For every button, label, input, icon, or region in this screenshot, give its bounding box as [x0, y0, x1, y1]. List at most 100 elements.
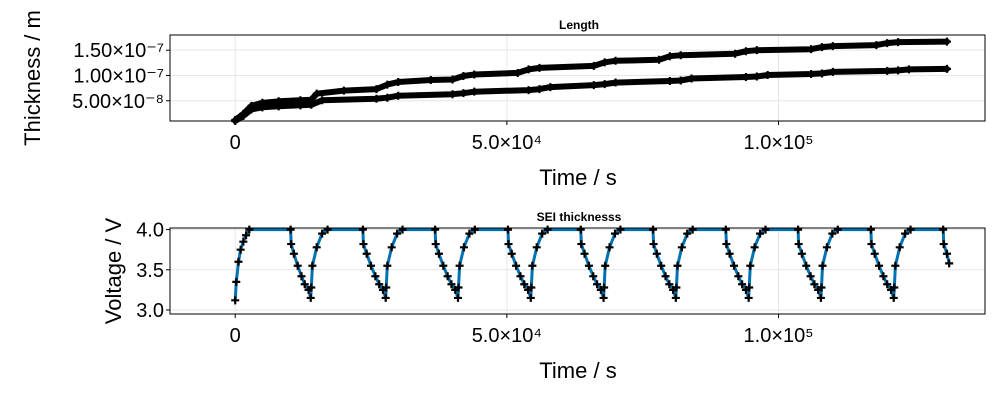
length-panel-x-axis-label: Time / s	[539, 165, 616, 190]
length-panel-series-0-point	[600, 58, 609, 67]
sei-thickness-panel-series-0-point	[532, 243, 541, 252]
sei-thickness-panel-series-0-point	[942, 249, 951, 258]
length-panel-series-1-point	[459, 89, 468, 98]
sei-thickness-panel-series-0-point	[516, 272, 525, 281]
sei-thickness-panel-series-0-point	[906, 225, 915, 234]
sei-thickness-panel-series-0-point	[526, 293, 535, 302]
sei-thickness-panel-series-0-point	[756, 229, 765, 238]
sei-thickness-panel-series-0-point	[307, 283, 316, 292]
length-panel-series-0-point	[731, 49, 740, 58]
sei-thickness-panel-series-0-point	[318, 229, 327, 238]
sei-thickness-panel-series-0-point	[543, 225, 552, 234]
sei-thickness-panel-series-0-point	[465, 229, 474, 238]
sei-thickness-panel-series-0-point	[306, 293, 315, 302]
length-panel-series-0-point	[535, 63, 544, 72]
sei-thickness-panel-series-0-point	[833, 225, 842, 234]
sei-thickness-panel-series-0-point	[875, 261, 884, 270]
sei-thickness-panel-series-0-point	[393, 229, 402, 238]
length-panel-series-0-point	[448, 75, 457, 84]
length-panel-series-1-point	[383, 93, 392, 102]
length-panel-series-1-point	[741, 72, 750, 81]
length-panel-series-0-point	[524, 65, 533, 74]
sei-thickness-panel-series-0-point	[504, 240, 513, 249]
length-panel-series-1-point	[611, 78, 620, 87]
sei-thickness-panel-series-0-point	[725, 249, 734, 258]
sei-thickness-panel-y-axis-label: Voltage / V	[101, 217, 126, 324]
length-panel-series-1-point	[687, 74, 696, 83]
sei-thickness-panel-x-axis-label: Time / s	[539, 358, 616, 383]
sei-thickness-panel-series-0-point	[738, 280, 747, 289]
sei-thickness-panel-series-0-point	[688, 225, 697, 234]
sei-thickness-panel-series-0-point	[671, 293, 680, 302]
length-panel-series-1-point	[665, 77, 674, 86]
sei-thickness-panel-series	[231, 225, 954, 305]
sei-thickness-panel-series-0-point	[866, 225, 875, 234]
sei-thickness-panel-series-0-point	[512, 261, 521, 270]
sei-thickness-panel-series-0-point	[816, 293, 825, 302]
length-panel-series-0-point	[676, 51, 685, 60]
sei-thickness-panel-series-0-point	[367, 261, 376, 270]
length-panel-series-0-point	[741, 47, 750, 56]
sei-thickness-panel-series-0-point	[580, 249, 589, 258]
length-panel-series-0-point	[894, 38, 903, 47]
length-panel-series-1-point	[807, 69, 816, 78]
sei-thickness-panel-series-0-point	[507, 249, 516, 258]
sei-thickness-panel-series-0-point	[600, 283, 609, 292]
length-panel-series-1-point	[763, 70, 772, 79]
sei-thickness-panel-y-tick-label: 3.5	[136, 260, 164, 282]
sei-thickness-panel-series-0-point	[359, 240, 368, 249]
length-panel-y-tick-label: 1.00×10⁻⁷	[73, 65, 164, 87]
length-panel-series-0-point	[655, 55, 663, 64]
sei-thickness-panel-series-0-point	[245, 225, 254, 234]
sei-thickness-panel-series-0-point	[300, 280, 309, 289]
length-panel-series-1-point	[942, 64, 951, 73]
sei-thickness-panel-series-0-point	[584, 261, 593, 270]
length-panel-series-1-point	[247, 105, 256, 114]
sei-thickness-panel-series-0-point	[797, 249, 806, 258]
length-panel-y-axis-label: Thickness / m	[20, 10, 45, 146]
length-panel-series-1-point	[318, 96, 327, 105]
sei-thickness-panel-series-0-point	[293, 261, 302, 270]
sei-thickness-panel-series-0-point	[661, 272, 670, 281]
sei-thickness-panel-series-0-point	[883, 280, 892, 289]
sei-thickness-panel-series-0-point	[649, 225, 658, 234]
sei-thickness-panel-series-0-point	[722, 240, 731, 249]
sei-thickness-panel-series-0-point	[528, 261, 537, 270]
sei-thickness-panel-x-tick-label: 1.0×10⁵	[744, 325, 814, 347]
length-panel-series-1-point	[546, 83, 555, 92]
length-panel-series-1-point	[296, 101, 305, 110]
sei-thickness-panel-series-0-point	[721, 225, 730, 234]
sei-thickness-panel-series-0-point	[746, 261, 755, 270]
sei-thickness-panel-series-0-point	[289, 249, 298, 258]
sei-thickness-panel-series-0-point	[870, 249, 879, 258]
length-panel-y-tick-label: 1.50×10⁻⁷	[73, 40, 164, 62]
sei-thickness-panel-x-tick-label: 0	[230, 325, 241, 347]
sei-thickness-panel-y-tick-label: 4.0	[136, 220, 164, 242]
sei-thickness-panel-series-0-point	[232, 277, 241, 286]
sei-thickness-panel-series-0-point	[239, 237, 248, 246]
sei-thickness-panel-series-0-point	[810, 280, 819, 289]
sei-thickness-panel-series-0-point	[312, 243, 321, 252]
sei-thickness-panel-series-0-point	[459, 243, 468, 252]
sei-thickness-panel-series-0-point	[818, 261, 827, 270]
length-panel-series-0-point	[312, 89, 321, 98]
sei-thickness-panel-series-0-point	[879, 272, 888, 281]
length-panel-series-1-point	[372, 94, 381, 103]
sei-thickness-panel-series-0-point	[901, 229, 910, 238]
length-panel-series-1-point	[239, 111, 248, 120]
sei-thickness-panel-series-0-point	[891, 261, 900, 270]
sei-thickness-panel-series-0-point	[867, 240, 876, 249]
sei-thickness-panel-series-0-point	[665, 280, 674, 289]
length-panel-series-1-point	[676, 76, 685, 85]
sei-thickness-panel-series-0-point	[323, 225, 332, 234]
length-panel-series-0-point	[470, 70, 479, 79]
sei-thickness-panel-series-0-point	[398, 225, 407, 234]
length-panel-x-tick-label: 5.0×10⁴	[472, 132, 542, 154]
length-panel-series-1-point	[394, 91, 403, 100]
length-panel-y-ticks: 5.00×10⁻⁸ 1.00×10⁻⁷ 1.50×10⁻⁷	[72, 40, 170, 113]
length-panel-series-0-point	[589, 61, 598, 70]
sei-thickness-panel-series-0-point	[520, 280, 529, 289]
sei-thickness-panel-series-0-point	[889, 293, 898, 302]
length-panel-series-0-line	[232, 38, 950, 123]
length-panel: Length 0 5.0×10⁴ 1.0×10⁵ 5.00×10⁻⁸ 1.00×10⁻…	[20, 10, 986, 190]
